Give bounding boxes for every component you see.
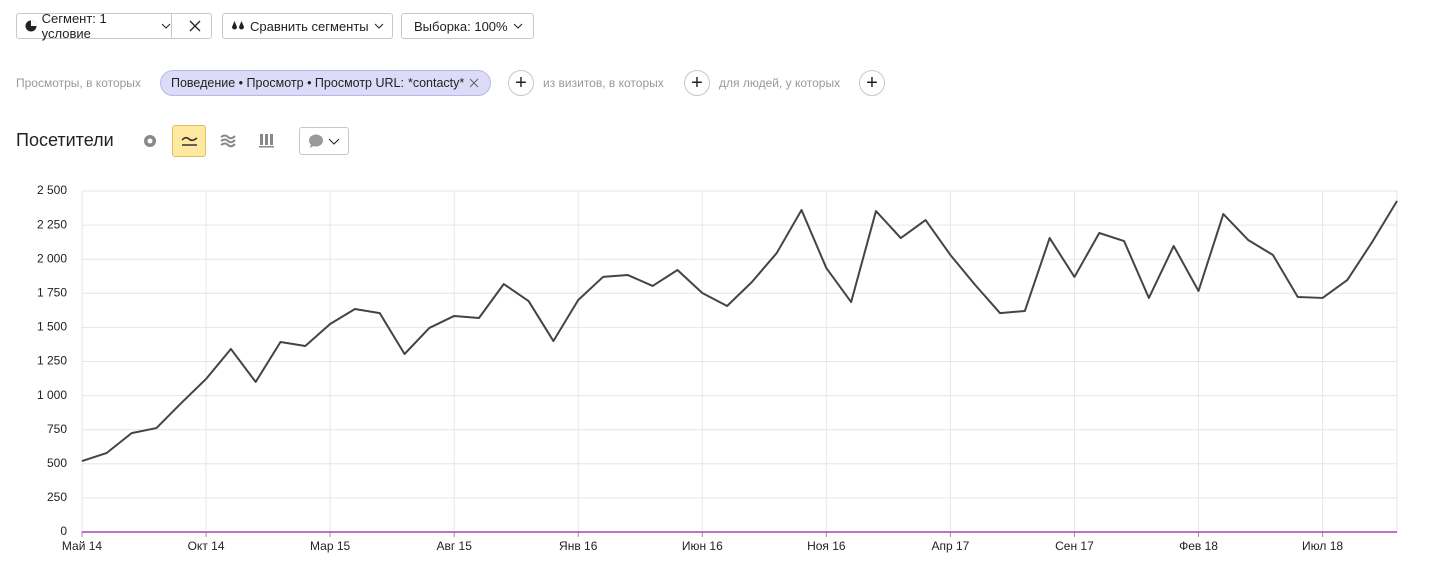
x-tick-label: Авг 15 [436, 539, 472, 553]
y-tick-label: 750 [47, 422, 67, 436]
drops-icon [232, 21, 244, 30]
pie-icon [25, 20, 37, 32]
y-tick-label: 1 000 [37, 388, 67, 402]
notes-button[interactable] [299, 127, 349, 155]
compare-button[interactable]: Сравнить сегменты [222, 13, 393, 39]
y-tick-label: 2 000 [37, 251, 67, 265]
segment-select[interactable]: Сегмент: 1 условие [17, 11, 172, 41]
x-tick-label: Июл 18 [1302, 539, 1343, 553]
line-chart-toggle[interactable] [172, 125, 206, 157]
area-chart-toggle[interactable] [218, 132, 238, 150]
y-tick-label: 250 [47, 490, 67, 504]
chevron [513, 23, 522, 29]
add-button[interactable]: + [684, 70, 710, 96]
sample-button[interactable]: Выборка: 100% [401, 13, 534, 39]
visits-label: из визитов, в которых [543, 76, 664, 90]
chip-close[interactable] [468, 77, 480, 89]
pie-chart-toggle[interactable] [140, 132, 160, 150]
x-tick-label: Апр 17 [931, 539, 969, 553]
bar-chart-toggle[interactable] [257, 131, 277, 149]
close-icon[interactable] [177, 14, 211, 38]
chart: 0 250 500 750 1 000 1 250 1 500 1 750 2 000 2 250… [37, 183, 1398, 553]
y-tick-label: 1 500 [37, 320, 67, 334]
x-tick-label: Июн 16 [682, 539, 723, 553]
line-icon [181, 136, 198, 146]
segment-button[interactable]: Сегмент: 1 условие [16, 11, 212, 41]
chevron [161, 23, 171, 29]
views-label: Просмотры, в которых [16, 76, 141, 90]
report-title: Посетители [16, 130, 114, 150]
add-button[interactable]: + [859, 70, 885, 96]
x-tick-label: Янв 16 [559, 539, 598, 553]
y-tick-label: 500 [47, 456, 67, 470]
x-tick-label: Сен 17 [1055, 539, 1094, 553]
x-tick-label: Ноя 16 [807, 539, 846, 553]
condition-chip[interactable]: Поведение • Просмотр • Просмотр URL: *co… [160, 70, 492, 96]
people-label: для людей, у которых [719, 76, 841, 90]
y-tick-label: 2 500 [37, 183, 67, 197]
x-tick-label: Фев 18 [1179, 539, 1218, 553]
x-tick-label: Мар 15 [310, 539, 350, 553]
line [81, 200, 1398, 463]
y-tick-label: 1 250 [37, 354, 67, 368]
condition-value: *contacty* [407, 76, 465, 90]
condition-text: Поведение • Просмотр • Просмотр URL: [171, 76, 404, 90]
add-button[interactable]: + [508, 70, 534, 96]
y-tick-label: 1 750 [37, 285, 67, 299]
comment-icon [309, 134, 323, 148]
compare-label: Сравнить сегменты [250, 18, 369, 34]
chevron [374, 23, 384, 29]
y-tick-label: 2 250 [37, 217, 67, 231]
y-tick-label: 0 [60, 524, 67, 538]
x-tick-label: Окт 14 [188, 539, 225, 553]
chevron [329, 138, 340, 145]
segment-label: Сегмент: 1 условие [41, 11, 107, 41]
sample-label: Выборка: 100% [414, 18, 508, 34]
x-tick-label: Май 14 [62, 539, 103, 553]
